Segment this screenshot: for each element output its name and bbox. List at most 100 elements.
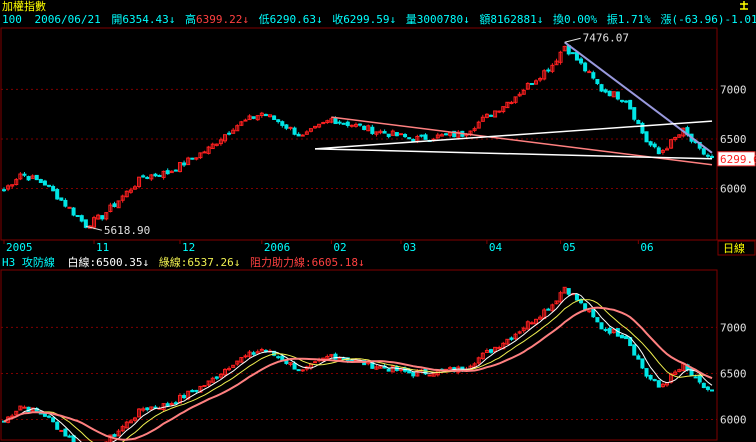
candle [599,83,604,93]
candle [255,349,260,354]
candle [664,382,669,387]
candle [435,132,440,139]
candle [169,170,174,174]
candle [378,129,383,135]
upper-chart-frame [0,27,718,241]
candle [165,168,170,175]
candle [141,174,146,178]
candle [137,408,142,418]
candle [235,124,240,132]
candle [157,174,162,177]
candle [517,91,522,97]
trendline-down-trend [564,41,713,154]
candle [546,67,551,73]
candle [386,368,391,372]
candle [538,315,543,321]
candle [34,174,39,181]
candle [79,214,84,223]
turnover-value: 0.00% [564,13,597,26]
candle [300,134,305,137]
candle [173,169,178,172]
candle [673,136,678,142]
candle [398,133,403,136]
candle [484,113,489,119]
low-arrow: ↓ [316,13,323,26]
candle [521,326,526,333]
candle [521,88,526,95]
candle [513,96,518,104]
candle [182,160,187,167]
candle [648,140,653,147]
change-value: (-63.96)-1.01% [672,13,756,26]
candle [227,366,232,372]
candle [701,382,706,389]
candle [182,393,187,400]
candle [59,197,64,202]
candle [259,111,264,118]
time-unit-label[interactable]: 日線 [723,241,745,255]
high-label: 高 [185,12,196,26]
candle [276,355,281,360]
candle [6,184,11,192]
candle [505,101,510,109]
candle [394,132,399,137]
candle [63,198,68,208]
candle [587,310,592,314]
candle [198,152,203,160]
lower-y-axis: 6000 6500 7000 [720,321,747,426]
upper-y-axis: 6000 6500 7000 [720,83,747,195]
amount-value: 8162881 [490,13,536,26]
time-unit-button[interactable]: 日線 [717,240,756,256]
candle [591,308,596,319]
candle [47,184,52,188]
candle [206,145,211,155]
candle [407,137,412,140]
candle [284,124,289,131]
candle [550,303,555,312]
close-label: 收 [332,12,343,26]
candle [222,134,227,143]
x-tick-label: 02 [333,241,346,254]
candle [210,142,215,150]
candle [538,76,543,83]
candle [374,131,379,137]
candle [161,170,166,180]
candle [247,350,252,359]
pin-icon[interactable] [740,1,748,10]
candle [534,79,539,85]
x-tick-label: 11 [96,241,109,254]
candle [243,118,248,122]
candle [439,133,444,137]
volume-value: 3000780 [417,13,463,26]
open-arrow: ↓ [169,13,176,26]
candle [22,405,27,409]
candle [263,113,268,117]
candle [55,420,60,430]
candle [632,344,637,356]
candle [2,187,6,192]
candle [42,179,47,186]
candle [231,127,236,134]
candle [38,178,43,183]
candle [529,83,534,86]
candle [276,118,281,124]
candle [607,90,612,97]
candle [304,130,309,135]
candle [550,63,555,74]
candle [710,389,714,392]
candle [18,405,23,411]
candle [300,369,305,372]
candle [333,352,338,360]
candle [141,406,146,413]
candle [448,366,453,370]
candle [26,175,31,181]
candle [10,184,15,189]
candle [132,416,137,423]
red-line-value: :6605.18 [305,256,358,269]
green-line-arrow: ↓ [234,256,241,269]
candle [145,176,150,180]
candle [615,91,620,101]
candle [255,114,260,121]
high-value: 6399.22 [196,13,242,26]
candle [546,307,551,311]
